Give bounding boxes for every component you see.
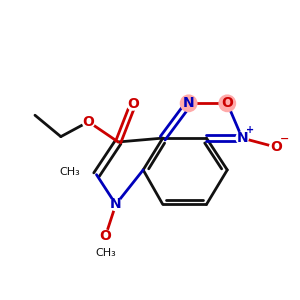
Text: O: O (221, 96, 233, 110)
Circle shape (126, 97, 140, 111)
Text: N: N (183, 96, 194, 110)
Circle shape (99, 230, 112, 243)
Circle shape (109, 198, 123, 211)
Text: O: O (82, 115, 94, 129)
Text: O: O (100, 229, 111, 243)
Text: N: N (110, 197, 122, 212)
Circle shape (235, 131, 249, 145)
Text: N: N (236, 131, 248, 145)
Text: −: − (279, 134, 289, 144)
Text: CH₃: CH₃ (95, 248, 116, 257)
Text: +: + (246, 125, 254, 135)
Circle shape (218, 94, 236, 112)
Text: O: O (127, 97, 139, 111)
Text: CH₃: CH₃ (59, 167, 80, 177)
Circle shape (180, 94, 198, 112)
Text: O: O (270, 140, 282, 154)
Circle shape (269, 140, 283, 154)
Circle shape (82, 115, 95, 129)
